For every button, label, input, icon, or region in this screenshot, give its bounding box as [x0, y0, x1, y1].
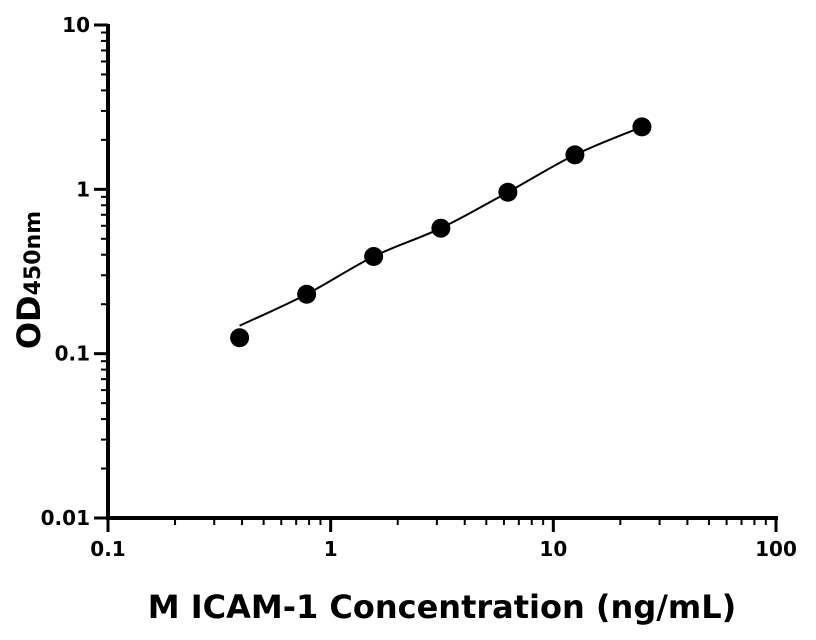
- data-point: [565, 145, 585, 165]
- data-points: [230, 117, 652, 348]
- data-point: [297, 284, 317, 304]
- data-point: [230, 328, 250, 348]
- y-axis-title-main: OD: [10, 295, 48, 349]
- y-tick-label: 10: [62, 13, 90, 37]
- data-point: [431, 218, 451, 238]
- y-axis-title-sub: 450nm: [21, 211, 46, 296]
- y-tick-label: 0.01: [41, 506, 90, 530]
- y-tick-label: 0.1: [55, 342, 90, 366]
- data-point: [498, 182, 518, 202]
- x-axis-title: M ICAM-1 Concentration (ng/mL): [148, 588, 737, 626]
- axes: [106, 24, 778, 520]
- x-tick-label: 0.1: [90, 537, 125, 561]
- x-tick-label: 100: [755, 537, 797, 561]
- data-point: [632, 117, 652, 137]
- x-tick-label: 10: [539, 537, 567, 561]
- y-axis-title: OD450nm: [10, 211, 48, 349]
- x-tick-label: 1: [324, 537, 338, 561]
- y-tick-label: 1: [76, 177, 90, 201]
- data-point: [364, 247, 384, 267]
